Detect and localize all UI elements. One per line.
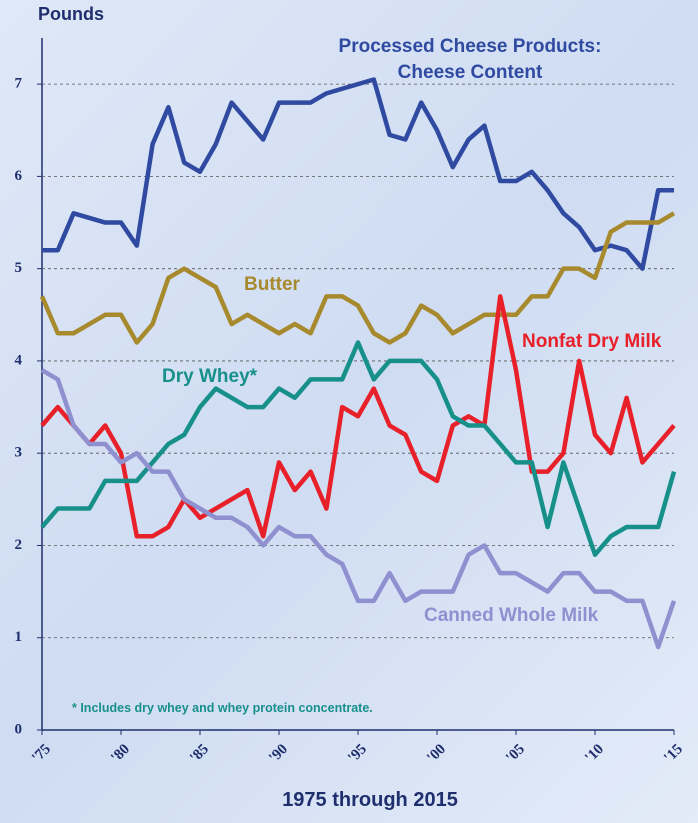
series-label: Canned Whole Milk	[424, 605, 599, 626]
y-tick-label: 7	[15, 76, 23, 92]
x-tick-label: '85	[187, 741, 212, 766]
y-tick-label: 6	[15, 168, 23, 184]
series-line	[39, 211, 676, 345]
x-tick-label: '05	[503, 741, 528, 766]
series-line	[42, 77, 674, 271]
x-axis-label: 1975 through 2015	[282, 789, 458, 811]
x-tick-label: '00	[424, 741, 449, 766]
y-tick-label: 0	[15, 721, 23, 737]
y-tick-label: 1	[15, 629, 23, 645]
x-tick-label: '95	[345, 741, 370, 766]
series-line	[40, 294, 676, 539]
y-tick-label: 5	[15, 260, 23, 276]
y-axis-label: Pounds	[38, 4, 104, 24]
x-tick-label: '10	[582, 741, 607, 766]
series-label: Butter	[244, 274, 300, 295]
x-tick-label: '80	[108, 741, 133, 766]
series-label: Processed Cheese Products: Cheese Conten…	[338, 36, 602, 83]
series-label: Nonfat Dry Milk	[522, 331, 662, 352]
y-tick-label: 2	[15, 537, 23, 553]
x-tick-label: '75	[29, 741, 54, 766]
y-tick-label: 3	[15, 445, 23, 461]
series-line	[40, 340, 677, 557]
series-line	[40, 368, 677, 650]
x-tick-label: '90	[266, 741, 291, 766]
y-tick-label: 4	[15, 352, 23, 368]
series-label: Dry Whey*	[162, 366, 258, 387]
footnote: * Includes dry whey and whey protein con…	[72, 701, 373, 715]
x-tick-label: '15	[661, 741, 686, 766]
